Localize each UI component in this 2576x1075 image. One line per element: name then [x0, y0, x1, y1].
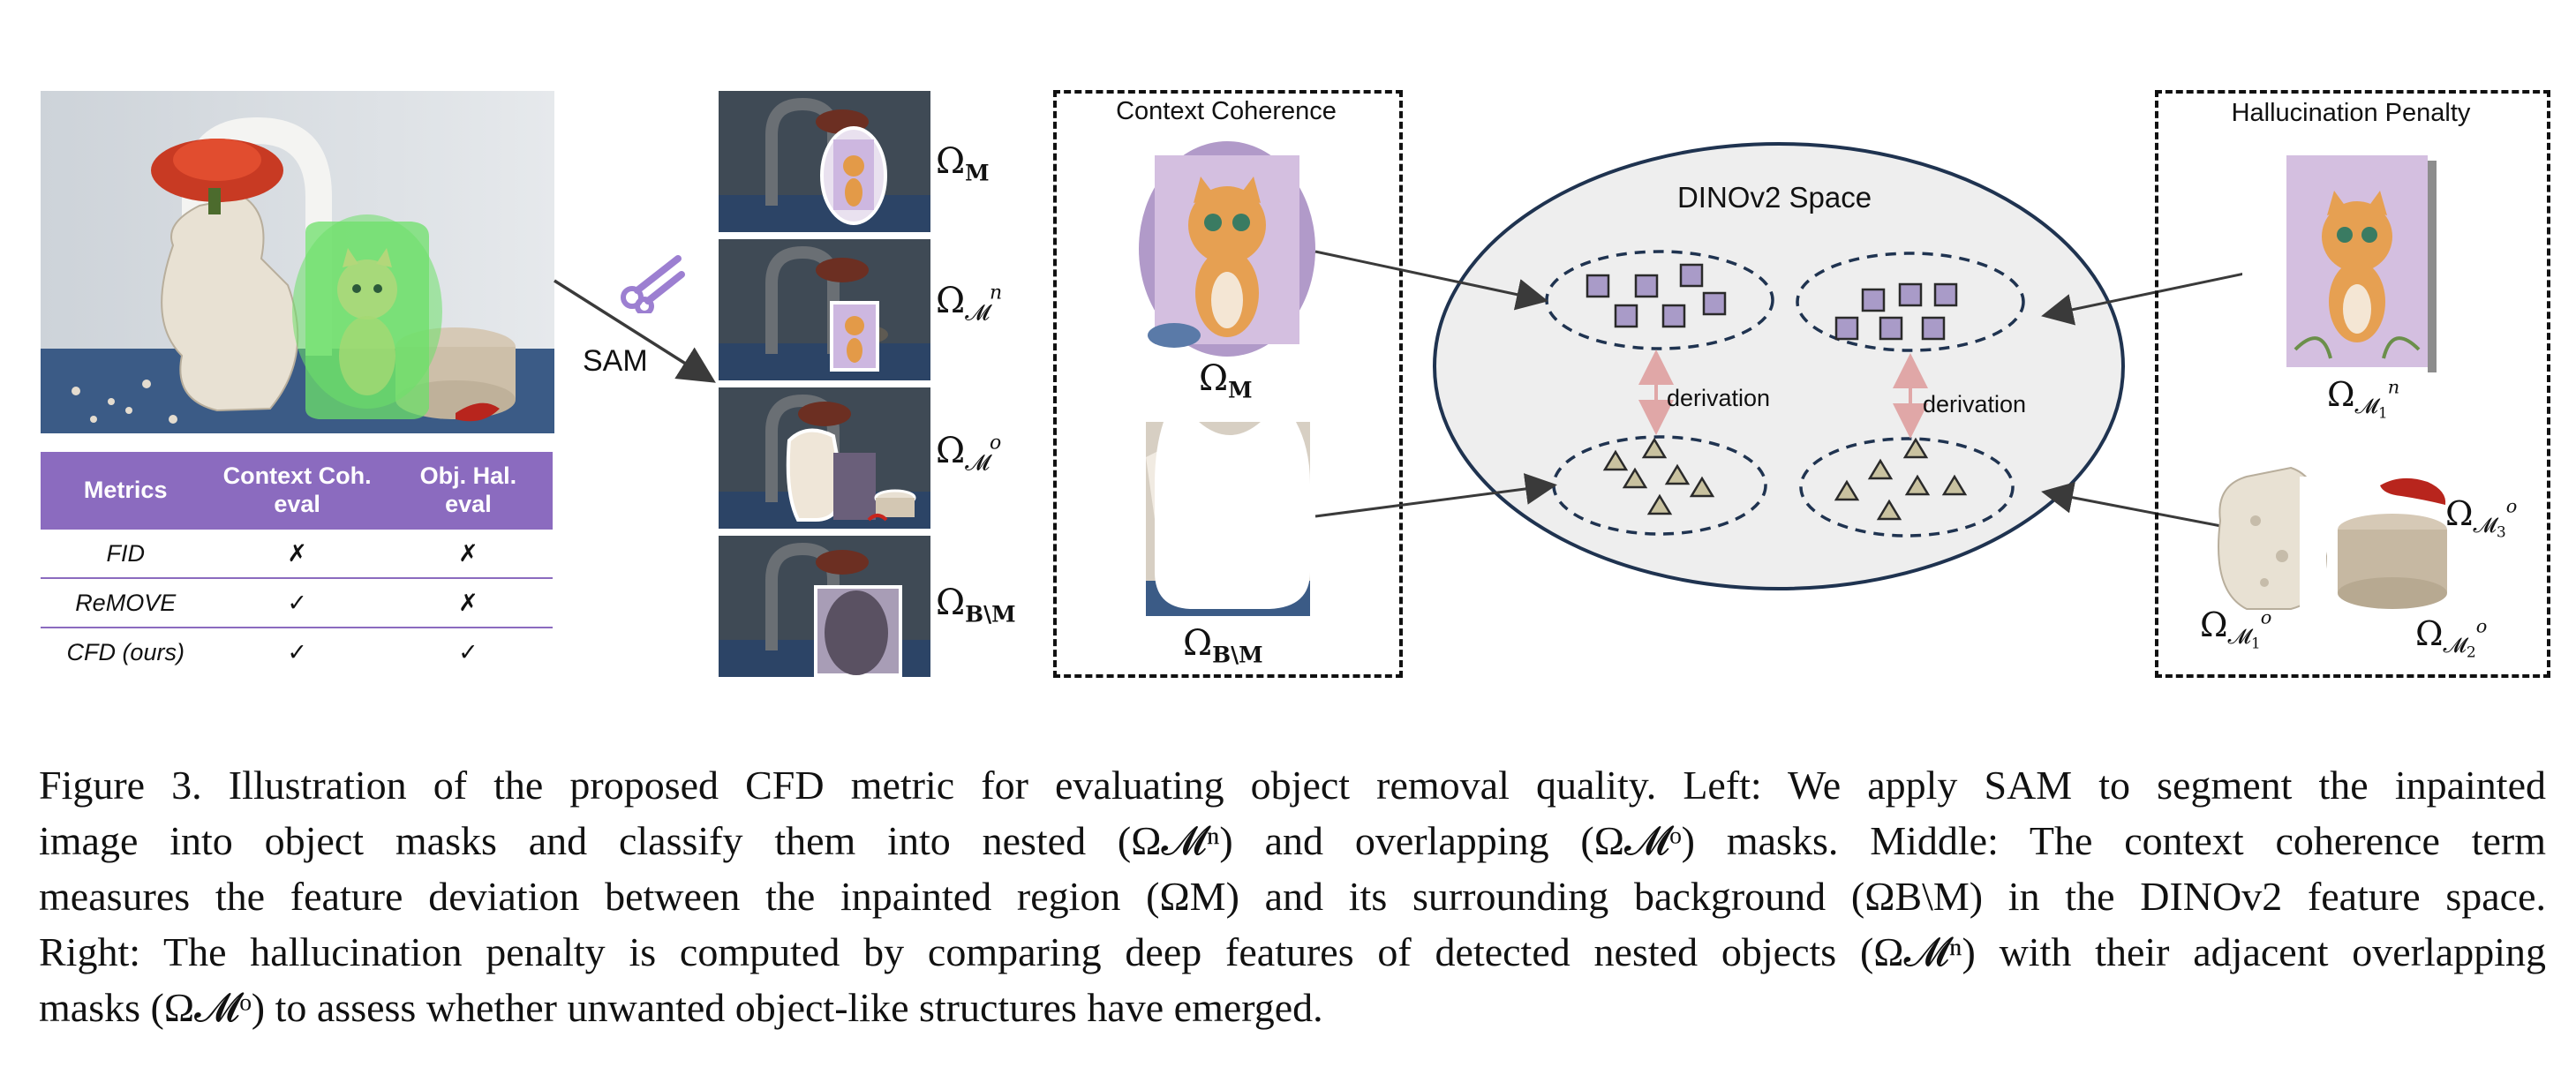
header-metrics: Metrics: [41, 452, 211, 529]
header-context-coh: Context Coh. eval: [210, 452, 384, 529]
hallucination-penalty-title: Hallucination Penalty: [2231, 99, 2471, 127]
label-omega-m2o: Ω𝓜2o: [2415, 614, 2488, 662]
label-omega-m: ΩM: [936, 141, 990, 186]
mask-thumb-mn: [719, 239, 930, 380]
metric-name: ReMOVE: [41, 577, 211, 628]
label-omega-m1n: Ω𝓜1n: [2327, 375, 2400, 423]
label-omega-mn: Ω𝓜n: [936, 281, 1003, 326]
context-coherence-title: Context Coherence: [1116, 97, 1337, 125]
context-background-region: [1146, 422, 1310, 616]
header-obj-hal: Obj. Hal. eval: [383, 452, 553, 529]
hal-eval-mark: ✗: [383, 528, 553, 578]
label-omega-m1o: Ω𝓜1o: [2200, 605, 2272, 653]
hal-eval-mark: ✗: [383, 577, 553, 628]
context-eval-mark: ✓: [210, 627, 384, 676]
hallucination-arrows: [2041, 272, 2242, 528]
overlapping-objects-image: [2218, 466, 2447, 618]
sam-arrow: [554, 279, 716, 383]
mask-thumb-m: [719, 91, 930, 232]
caption-line: image into object masks and classify the…: [39, 818, 2546, 863]
table-row: FID ✗ ✗: [41, 528, 553, 578]
dinov2-space-title: DINOv2 Space: [1676, 181, 1872, 214]
table-row: ReMOVE ✓ ✗: [41, 577, 553, 628]
label-omega-mo: Ω𝓜o: [936, 431, 1002, 476]
mask-thumb-bm: [719, 536, 930, 677]
figure-caption: Figure 3. Illustration of the proposed C…: [39, 757, 2546, 1035]
metric-name: FID: [41, 528, 211, 578]
derivation-label-right: derivation: [1923, 391, 2027, 417]
hallucination-penalty-box: [2155, 90, 2550, 678]
table-row: CFD (ours) ✓ ✓: [41, 627, 553, 676]
context-label-omega-m: ΩM: [1199, 358, 1253, 403]
label-omega-m3o: Ω𝓜3o: [2445, 494, 2518, 542]
metric-name: CFD (ours): [41, 627, 211, 676]
metrics-table: Metrics Context Coh. eval Obj. Hal. eval F…: [41, 452, 553, 676]
caption-line: Right: The hallucination penalty is comp…: [39, 929, 2546, 974]
context-coherence-box: [1053, 90, 1403, 678]
nested-object-image: [2286, 155, 2437, 372]
context-eval-mark: ✓: [210, 577, 384, 628]
metrics-table-header: Metrics Context Coh. eval Obj. Hal. eval: [41, 452, 553, 529]
context-eval-mark: ✗: [210, 528, 384, 578]
scissors-icon: [621, 255, 685, 313]
label-omega-bm: ΩB\M: [936, 583, 1016, 628]
inpainted-photo: [41, 91, 554, 433]
context-inpainted-region: [1139, 141, 1315, 357]
dinov2-space-diagram: [1314, 142, 2125, 590]
caption-line: Figure 3. Illustration of the proposed C…: [39, 763, 2546, 808]
mask-thumb-mo: [719, 387, 930, 529]
derivation-label-left: derivation: [1667, 385, 1771, 411]
sam-label: SAM: [583, 344, 648, 378]
caption-line: masks (Ω𝓜ᵒ) to assess whether unwanted o…: [39, 985, 1323, 1030]
red-leaf-object: [2380, 477, 2446, 505]
hal-eval-mark: ✓: [383, 627, 553, 676]
context-label-omega-bm: ΩB\M: [1183, 623, 1263, 668]
caption-line: measures the feature deviation between t…: [39, 874, 2546, 919]
